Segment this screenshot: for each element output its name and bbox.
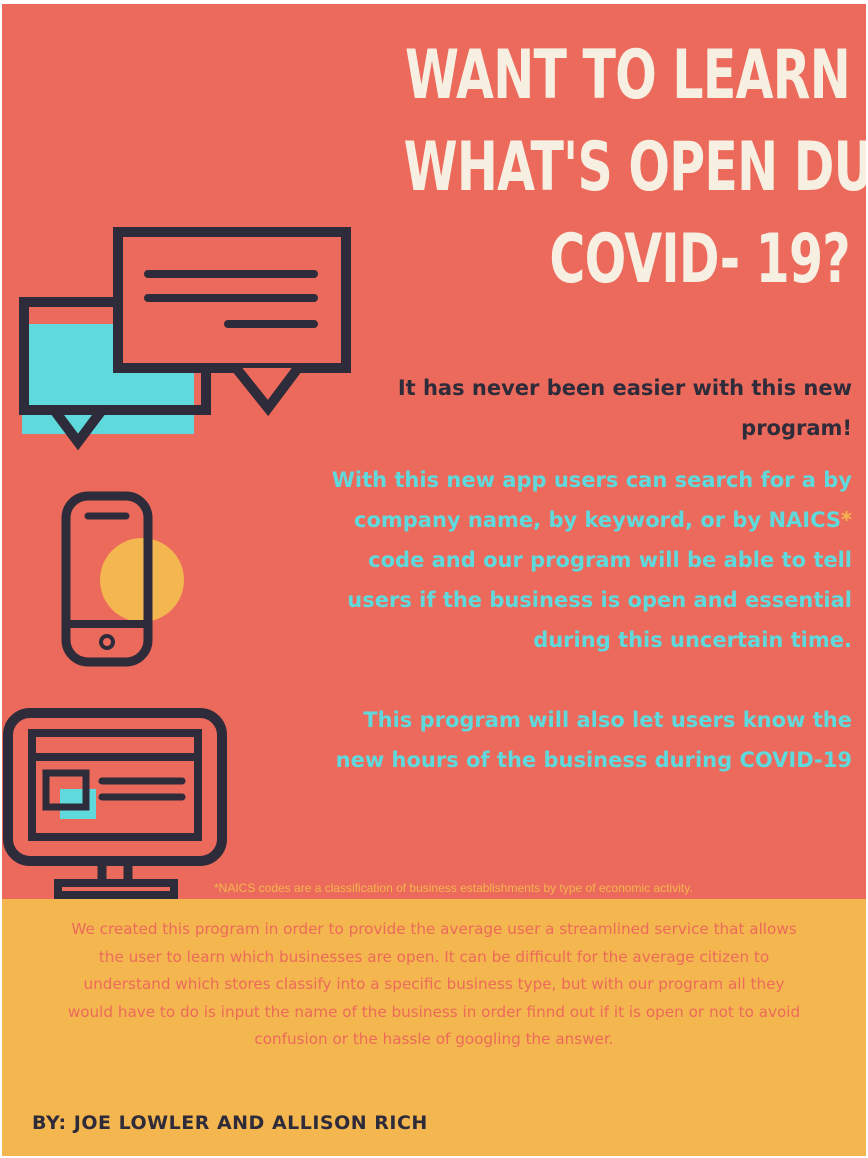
summary-line-5: confusion or the hassle of googling the … [254,1030,614,1048]
headline-line-3: COVID- 19? [549,220,850,299]
description-line-5: during this uncertain time. [533,628,852,652]
authors-credit: BY: JOE LOWLER AND ALLISON RICH [32,1112,428,1134]
description-line-2: company name, by keyword, or by NAICS [354,508,842,532]
intro-line-2: program! [741,416,852,440]
hours-text: This program will also let users know th… [252,700,852,780]
description-line-1: With this new app users can search for a… [331,468,852,492]
description-line-4: users if the business is open and essent… [347,588,852,612]
app-description: With this new app users can search for a… [252,460,852,660]
summary-line-4: would have to do is input the name of th… [67,1002,801,1021]
summary-line-1: We created this program in order to prov… [71,920,797,938]
headline-line-1: WANT TO LEARN [404,36,851,115]
chat-bubbles-icon [19,227,351,451]
intro-text: It has never been easier with this new p… [332,368,852,448]
hours-line-1: This program will also let users know th… [363,708,852,732]
bottom-band [2,899,866,1156]
program-summary: We created this program in order to prov… [16,916,852,1054]
headline: WANT TO LEARN WHAT'S OPEN DURING COVID- … [403,30,866,306]
summary-line-3: understand which stores classify into a … [83,975,785,993]
hours-line-2: new hours of the business during COVID-1… [335,748,852,772]
headline-line-2: WHAT'S OPEN DURING [403,128,866,207]
smartphone-icon [61,491,184,667]
intro-line-1: It has never been easier with this new [397,376,852,400]
naics-footnote: *NAICS codes are a classification of bus… [214,881,693,895]
naics-asterisk: * [841,508,852,532]
summary-line-2: the user to learn which businesses are o… [98,947,770,966]
description-line-3: code and our program will be able to tel… [368,548,852,572]
poster: WANT TO LEARN WHAT'S OPEN DURING COVID- … [2,4,866,1156]
desktop-monitor-icon [3,708,227,899]
